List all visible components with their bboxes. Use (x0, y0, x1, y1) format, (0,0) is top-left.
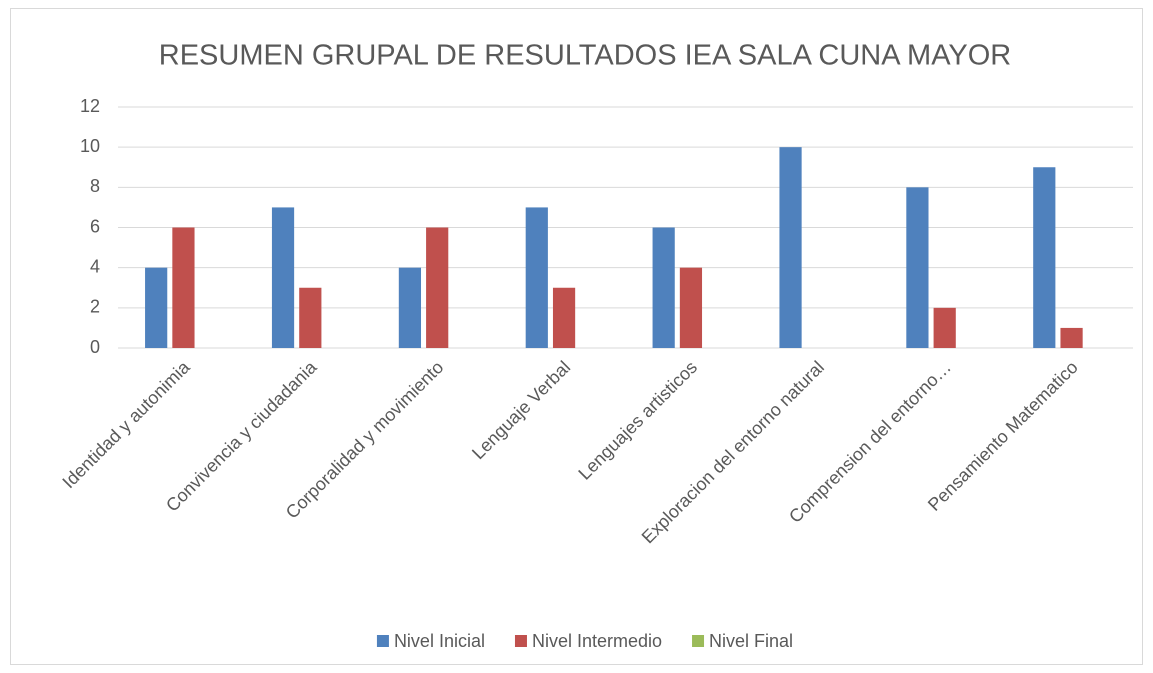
y-tick-label: 10 (80, 136, 100, 156)
bar (145, 267, 168, 348)
legend-label: Nivel Inicial (394, 631, 485, 651)
bar (652, 227, 675, 348)
bar (271, 207, 295, 348)
y-tick-label: 2 (90, 297, 100, 317)
bar (1033, 167, 1056, 348)
bar (426, 227, 449, 348)
bar (299, 287, 322, 348)
y-tick-label: 12 (80, 96, 100, 116)
y-tick-label: 6 (90, 216, 100, 236)
legend-swatch (514, 635, 527, 647)
legend-swatch (376, 635, 389, 647)
bar (906, 187, 929, 348)
bar (525, 207, 548, 348)
bar (172, 227, 195, 348)
chart-title: RESUMEN GRUPAL DE RESULTADOS IEA SALA CU… (159, 40, 1011, 72)
bar (398, 267, 422, 348)
legend-label: Nivel Intermedio (532, 631, 662, 651)
legend-swatch (692, 635, 705, 647)
bar (779, 147, 802, 348)
legend-label: Nivel Final (709, 631, 793, 651)
y-tick-label: 8 (90, 176, 100, 196)
bar (679, 267, 703, 348)
y-tick-label: 0 (90, 337, 100, 357)
bar (1060, 327, 1083, 348)
bar (933, 307, 956, 348)
bar (552, 287, 576, 348)
y-tick-label: 4 (90, 256, 100, 276)
